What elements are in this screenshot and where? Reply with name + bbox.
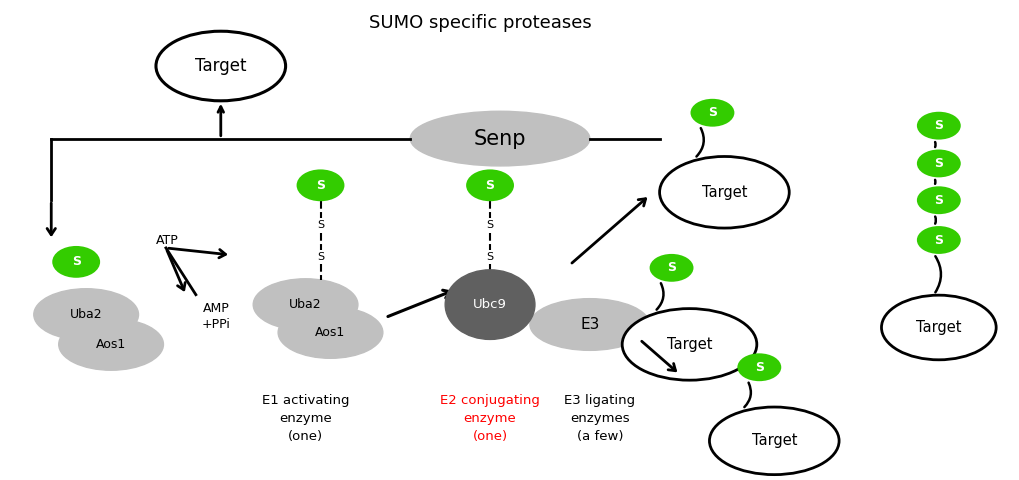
Ellipse shape [917,226,961,254]
Text: E1 activating
enzyme
(one): E1 activating enzyme (one) [262,394,350,443]
Text: Target: Target [195,57,247,75]
Ellipse shape [278,307,383,358]
Ellipse shape [156,31,285,101]
Ellipse shape [530,299,650,350]
Ellipse shape [659,156,790,228]
Text: AMP
+PPi: AMP +PPi [202,301,230,331]
Ellipse shape [623,309,757,380]
Text: S: S [708,106,717,119]
Ellipse shape [466,169,514,201]
Text: S: S [317,252,324,262]
Text: SUMO specific proteases: SUMO specific proteases [369,14,591,32]
Text: Target: Target [666,337,712,352]
Ellipse shape [917,186,961,214]
Text: S: S [934,233,944,247]
Ellipse shape [691,99,735,127]
Text: E3 ligating
enzymes
(a few): E3 ligating enzymes (a few) [565,394,635,443]
Ellipse shape [738,353,782,381]
Text: S: S [755,361,764,374]
Text: E2 conjugating
enzyme
(one): E2 conjugating enzyme (one) [440,394,540,443]
Text: S: S [317,220,324,230]
Text: S: S [934,194,944,207]
Ellipse shape [917,150,961,178]
Text: Senp: Senp [474,129,526,149]
Text: Target: Target [702,185,747,200]
Text: Uba2: Uba2 [70,308,103,321]
Text: S: S [934,119,944,132]
Ellipse shape [917,112,961,140]
Text: Target: Target [752,433,797,448]
Ellipse shape [709,407,839,475]
Text: Ubc9: Ubc9 [473,298,507,311]
Text: S: S [316,179,325,192]
Text: Aos1: Aos1 [315,326,345,339]
Text: S: S [485,179,494,192]
Text: E3: E3 [580,317,599,332]
Ellipse shape [52,246,100,278]
Text: Target: Target [916,320,962,335]
Ellipse shape [34,288,139,340]
Ellipse shape [411,111,590,166]
Ellipse shape [650,254,694,282]
Ellipse shape [445,270,535,339]
Text: ATP: ATP [156,233,178,247]
Text: S: S [486,252,493,262]
Text: S: S [71,255,81,268]
Ellipse shape [881,295,997,360]
Text: Uba2: Uba2 [289,298,322,311]
Text: S: S [486,220,493,230]
Ellipse shape [253,279,358,330]
Text: Aos1: Aos1 [96,338,126,351]
Text: S: S [667,261,676,275]
Ellipse shape [59,319,163,370]
Ellipse shape [297,169,344,201]
Text: S: S [934,157,944,170]
